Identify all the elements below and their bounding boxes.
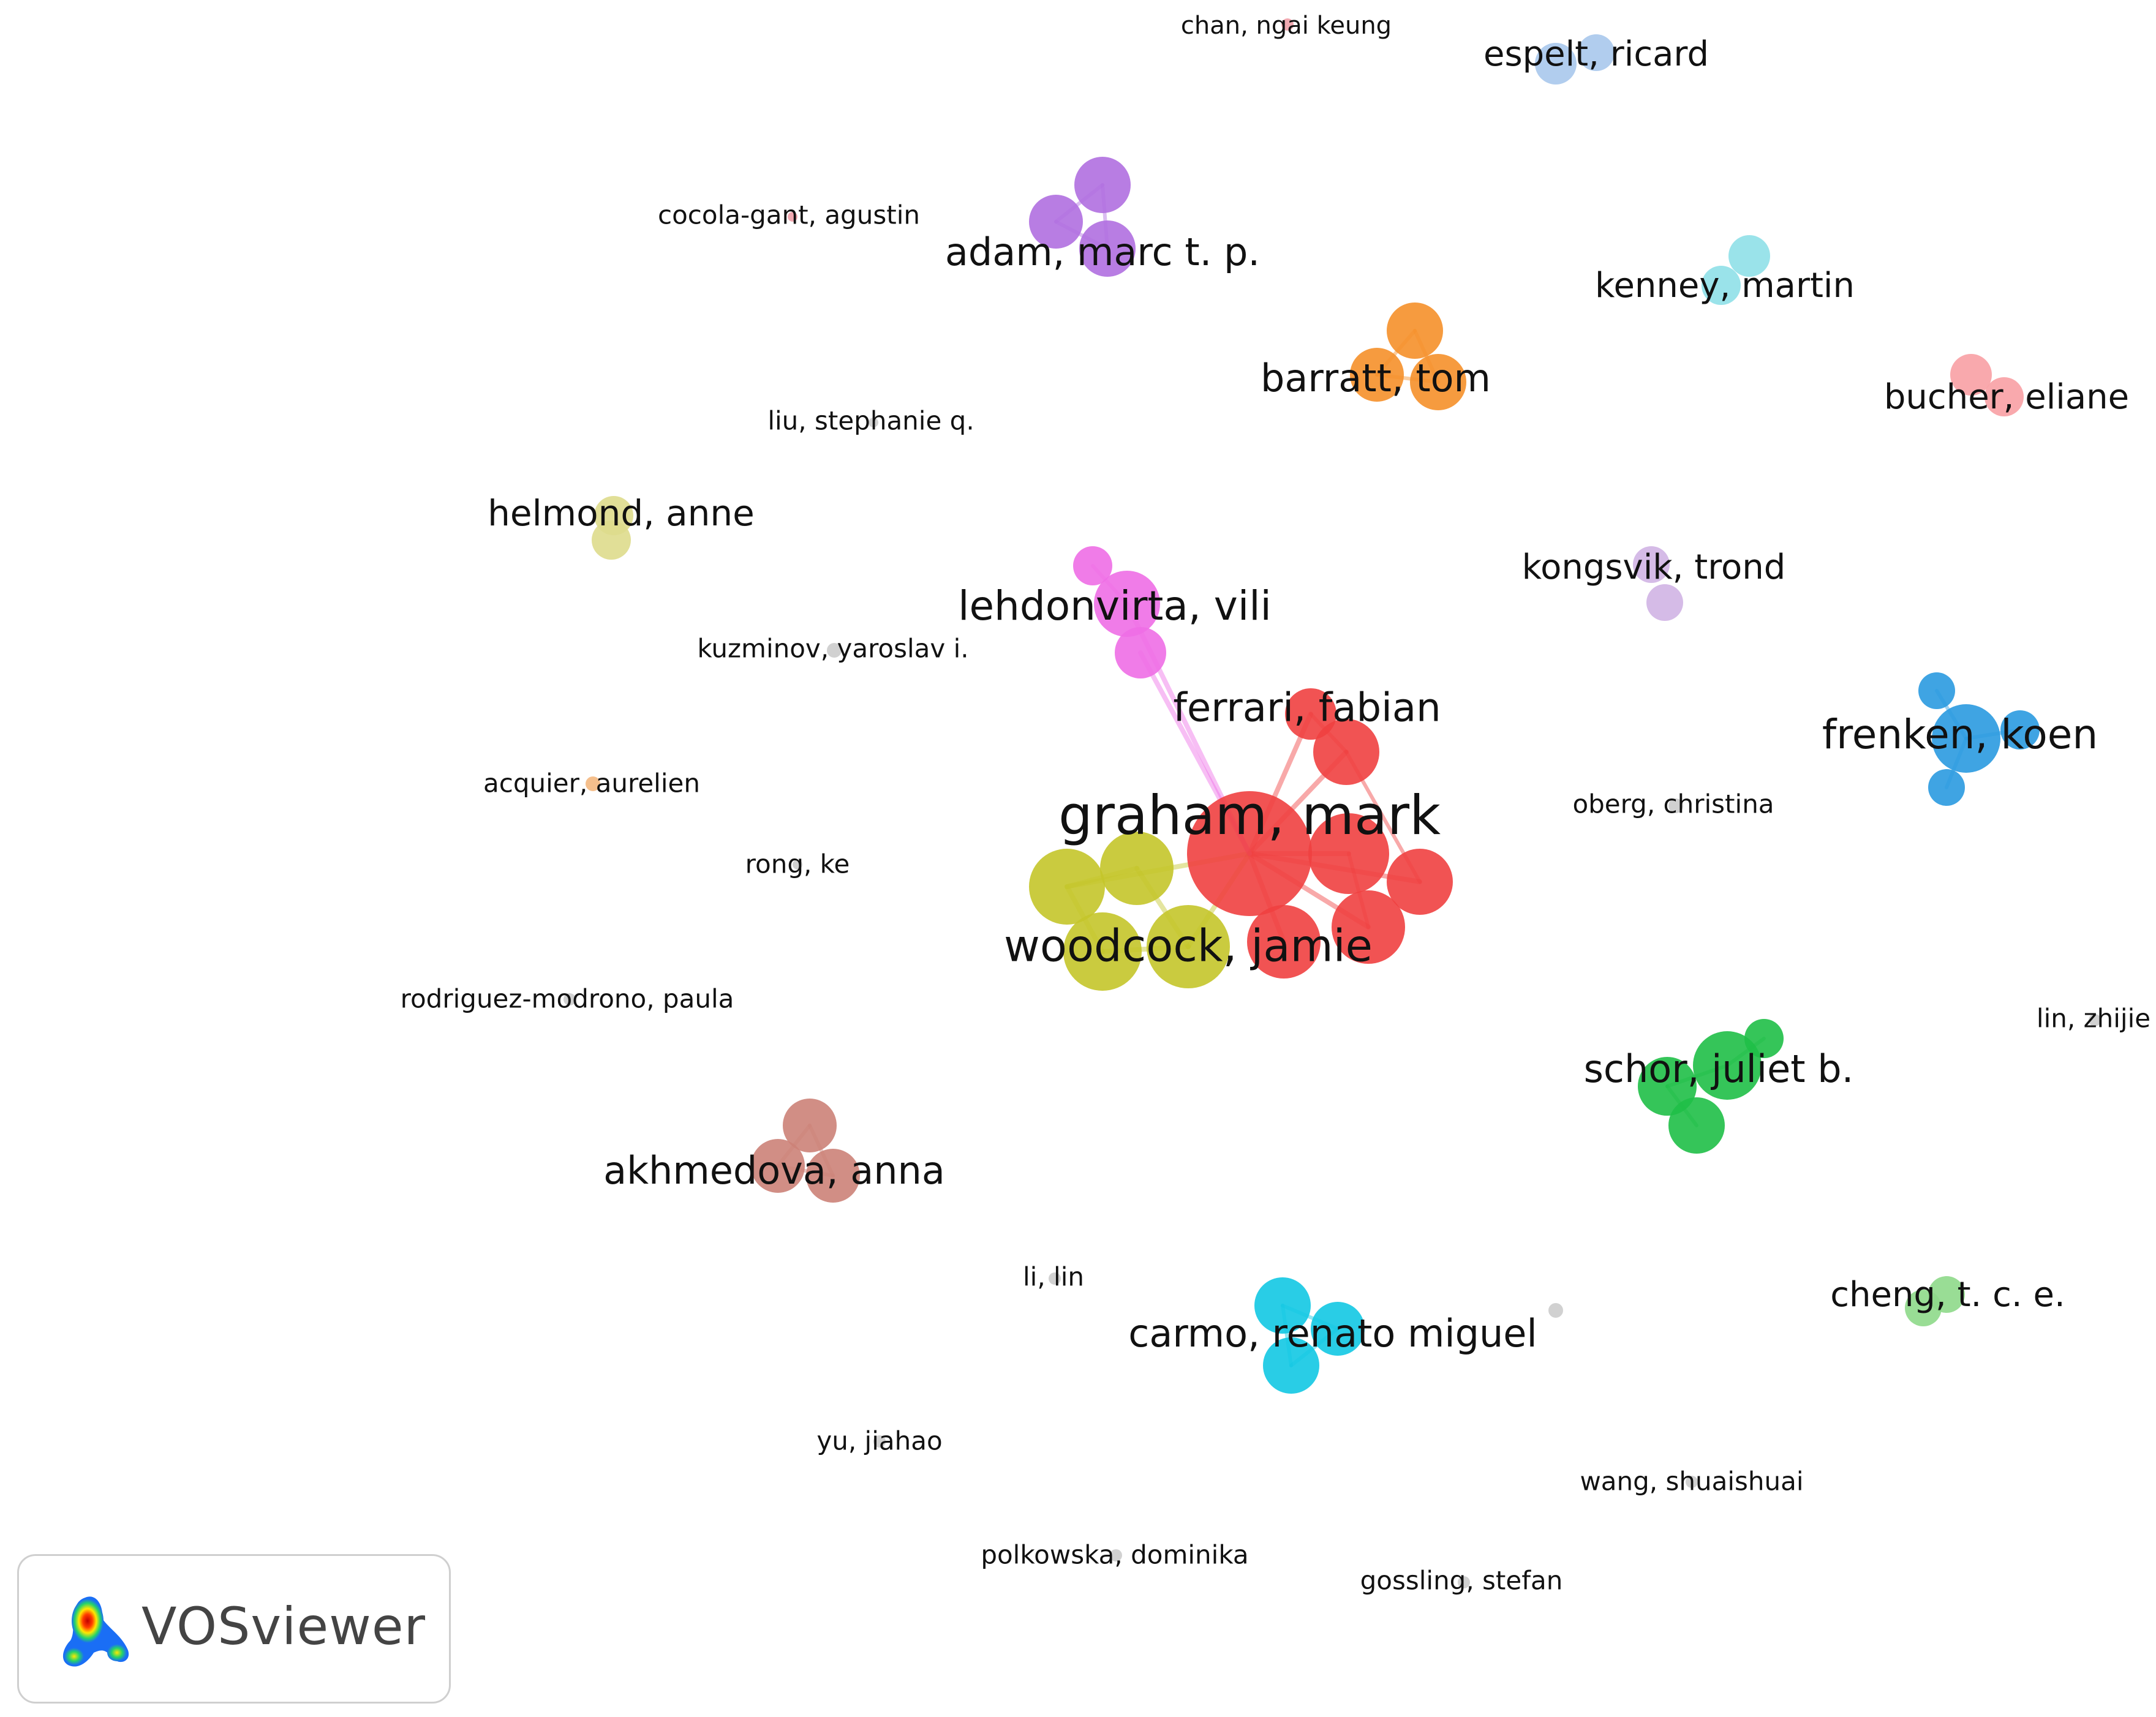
node-yu-node[interactable] [873, 1435, 886, 1448]
node-pink-1[interactable] [1073, 546, 1112, 585]
node-label-barratt: barratt, tom [1261, 356, 1491, 400]
node-label-polkowska: polkowska, dominika [981, 1540, 1248, 1570]
node-cyan-2[interactable] [1311, 1302, 1365, 1356]
node-label-helmond: helmond, anne [488, 492, 755, 534]
node-label-yu: yu, jiahao [816, 1426, 942, 1456]
node-green-1[interactable] [1693, 1031, 1762, 1100]
node-cyan-1[interactable] [1254, 1277, 1311, 1334]
node-label-acquier: acquier, aurelien [483, 768, 700, 798]
node-orange-2[interactable] [1350, 348, 1404, 402]
node-salmon-1[interactable] [1950, 354, 1992, 396]
node-salmon-2[interactable] [1985, 377, 2024, 416]
node-label-wang: wang, shuaishuai [1580, 1467, 1803, 1497]
node-label-akhmedova: akhmedova, anna [603, 1148, 945, 1193]
node-brown-2[interactable] [751, 1139, 805, 1193]
node-blue-1[interactable] [1918, 672, 1955, 709]
node-red-4[interactable] [1387, 849, 1453, 915]
node-orange-1[interactable] [1387, 302, 1443, 359]
node-label-lilin: li, lin [1023, 1262, 1084, 1292]
node-label-cocola: cocola-gant, agustin [658, 200, 920, 230]
node-ferrari-node[interactable] [1285, 688, 1336, 740]
node-label-espelt: espelt, ricard [1483, 34, 1709, 74]
node-kuzminov-node[interactable] [827, 643, 842, 658]
node-wang-node[interactable] [1686, 1476, 1698, 1488]
node-olive-1[interactable] [1029, 849, 1105, 925]
node-red-2[interactable] [1313, 719, 1379, 785]
node-label-bucher: bucher, eliane [1884, 377, 2129, 417]
vosviewer-logo: VOSviewer [17, 1554, 451, 1704]
node-label-oberg: oberg, christina [1572, 789, 1774, 819]
node-pink-2[interactable] [1094, 571, 1160, 637]
node-purple-2[interactable] [1029, 195, 1083, 249]
node-green-4[interactable] [1668, 1097, 1725, 1154]
nodes-layer [564, 18, 2101, 1588]
node-cocola-node[interactable] [788, 212, 797, 222]
node-label-cheng: cheng, t. c. e. [1830, 1275, 2065, 1315]
node-label-schor: schor, juliet b. [1584, 1046, 1854, 1091]
node-olive-3[interactable] [1063, 912, 1142, 991]
node-label-adam: adam, marc t. p. [945, 230, 1260, 274]
node-label-kongsvik: kongsvik, trond [1522, 547, 1786, 587]
node-lg-2[interactable] [1905, 1290, 1942, 1326]
node-label-gossling: gossling, stefan [1360, 1566, 1563, 1596]
node-lilin-node[interactable] [1049, 1272, 1061, 1285]
node-label-carmo: carmo, renato miguel [1128, 1311, 1537, 1356]
node-label-graham: graham, mark [1058, 784, 1441, 847]
node-green-3[interactable] [1744, 1019, 1784, 1058]
node-cl-1[interactable] [1728, 235, 1770, 277]
node-label-rodriguez: rodriguez-modrono, paula [401, 984, 734, 1014]
node-label-ferrari: ferrari, fabian [1173, 686, 1441, 731]
node-orange-3[interactable] [1410, 354, 1466, 410]
node-liu-node[interactable] [869, 418, 878, 427]
node-lb-2[interactable] [1578, 34, 1615, 71]
node-red-5[interactable] [1332, 890, 1405, 964]
node-green-2[interactable] [1638, 1057, 1697, 1116]
node-red-3[interactable] [1308, 813, 1389, 894]
node-oberg-node[interactable] [1668, 798, 1683, 813]
node-label-lin: lin, zhijie [2037, 1004, 2150, 1034]
node-cyan-3[interactable] [1263, 1337, 1319, 1394]
node-ly-2[interactable] [592, 520, 631, 560]
node-red-6[interactable] [1247, 905, 1321, 979]
node-lin-node[interactable] [2089, 1014, 2101, 1026]
node-lav-1[interactable] [1633, 546, 1670, 583]
node-label-lehdonvirta: lehdonvirta, vili [958, 582, 1272, 629]
node-label-kuzminov: kuzminov, yaroslav i. [697, 634, 968, 664]
node-blue-4[interactable] [1928, 769, 1965, 806]
node-olive-2[interactable] [1100, 832, 1174, 905]
labels-layer: graham, mark ferrari, fabian woodcock, jam… [401, 12, 2150, 1596]
node-label-liu: liu, stephanie q. [767, 406, 974, 436]
node-polkowska-node[interactable] [1110, 1549, 1122, 1561]
node-purple-3[interactable] [1079, 220, 1136, 277]
node-cl-2[interactable] [1702, 266, 1741, 305]
node-label-rong: rong, ke [745, 849, 850, 879]
node-blue-2[interactable] [1932, 704, 2000, 773]
vosviewer-logo-text: VOSviewer [141, 1596, 426, 1656]
node-brown-3[interactable] [806, 1149, 860, 1203]
node-chan-node[interactable] [1281, 18, 1294, 31]
node-rodriguez-node[interactable] [564, 993, 576, 1005]
node-acquier-node[interactable] [586, 776, 600, 791]
node-label-frenken: frenken, koen [1822, 711, 2098, 758]
node-brown-1[interactable] [783, 1099, 837, 1152]
node-blue-3[interactable] [2000, 710, 2040, 750]
node-isolated-node[interactable] [1548, 1303, 1563, 1318]
node-gossling-node[interactable] [1458, 1576, 1470, 1588]
node-olive-4[interactable] [1147, 905, 1230, 988]
node-label-kenney: kenney, martin [1595, 266, 1855, 306]
node-lav-2[interactable] [1646, 584, 1683, 621]
node-pink-3[interactable] [1115, 627, 1166, 678]
vosviewer-heatmap-icon [62, 1596, 129, 1667]
node-lb-1[interactable] [1535, 43, 1577, 85]
node-purple-1[interactable] [1074, 157, 1131, 213]
node-label-woodcock: woodcock, jamie [1004, 920, 1373, 972]
node-rong-node[interactable] [793, 860, 802, 870]
node-label-chan: chan, ngai keung [1181, 12, 1392, 40]
node-graham-main[interactable] [1187, 791, 1312, 916]
